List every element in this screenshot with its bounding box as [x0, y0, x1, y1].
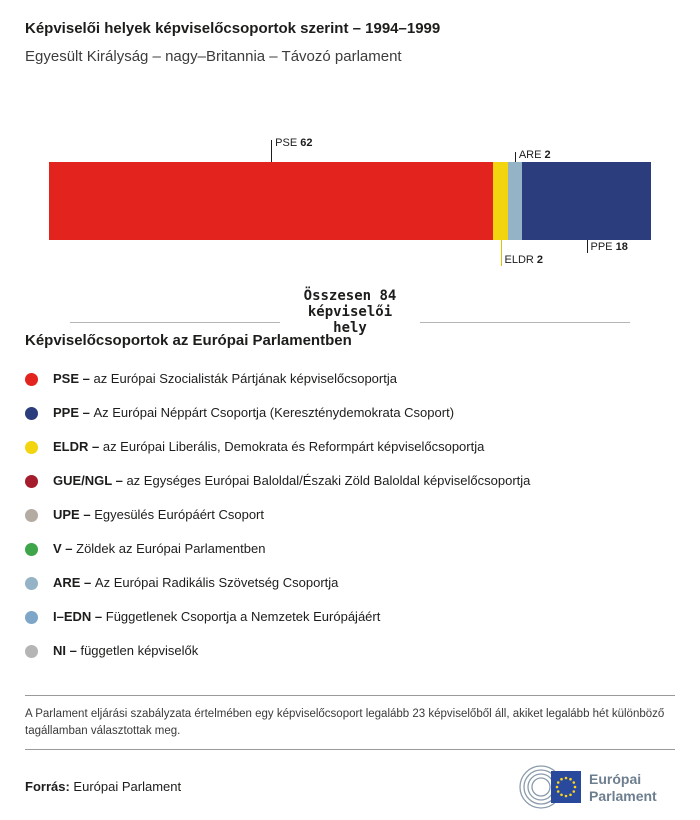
legend-label-ppe: PPE – Az Európai Néppárt Csoportja (Kere…: [53, 405, 455, 420]
legend-item-eldr: ELDR – az Európai Liberális, Demokrata é…: [25, 438, 675, 456]
total-divider-left: [70, 322, 280, 323]
legend-color-dot-ni: [25, 644, 38, 658]
legend-label-gue-ngl: GUE/NGL – az Egységes Európai Baloldal/É…: [53, 473, 531, 488]
bar-segment-are[interactable]: [507, 162, 522, 240]
source: Forrás: Európai Parlament: [25, 779, 181, 794]
bar-segment-eldr[interactable]: [493, 162, 508, 240]
logo-text-line2: Parlament: [589, 788, 657, 804]
legend-list: PSE – az Európai Szocialisták Pártjának …: [25, 370, 675, 660]
footnote-divider-bottom: [25, 748, 675, 750]
total-seats-row: Összesen 84 képviselői hely: [25, 288, 675, 336]
legend-color-dot-are: [25, 576, 38, 590]
callout-line-pse: [271, 140, 273, 162]
segment-label-eldr: ELDR 2: [504, 254, 544, 266]
legend-item-i-edn: I–EDN – Függetlenek Csoportja a Nemzetek…: [25, 608, 675, 626]
page-title: Képviselői helyek képviselőcsoportok sze…: [25, 20, 441, 37]
seat-distribution-chart: PSE 62 ELDR 2 ARE 2 PPE 18: [25, 134, 675, 274]
legend-color-dot-v: [25, 542, 38, 556]
legend-label-v: V – Zöldek az Európai Parlamentben: [53, 541, 266, 556]
total-divider-right: [420, 322, 630, 323]
segment-label-ppe: PPE 18: [590, 241, 628, 253]
legend-item-ni: NI – független képviselők: [25, 642, 675, 660]
segment-label-are: ARE 2: [518, 149, 551, 161]
legend-item-v: V – Zöldek az Európai Parlamentben: [25, 540, 675, 558]
legend-label-eldr: ELDR – az Európai Liberális, Demokrata é…: [53, 439, 485, 454]
legend-color-dot-gue-ngl: [25, 474, 38, 488]
legend-item-are: ARE – Az Európai Radikális Szövetség Cso…: [25, 574, 675, 592]
legend-color-dot-i-edn: [25, 610, 38, 624]
stacked-bar: [49, 162, 651, 240]
page-subtitle: Egyesült Királyság – nagy–Britannia – Tá…: [25, 48, 402, 65]
legend-label-upe: UPE – Egyesülés Európáért Csoport: [53, 507, 264, 522]
legend-item-upe: UPE – Egyesülés Európáért Csoport: [25, 506, 675, 524]
eu-stars-icon: [555, 776, 577, 797]
callout-line-are: [514, 152, 516, 162]
ep-logo-graphic: Európai Parlament: [519, 764, 657, 809]
total-line-2: képviselői: [307, 304, 393, 320]
legend-color-dot-pse: [25, 372, 38, 386]
total-line-1: Összesen 84: [303, 288, 397, 304]
bar-segment-ppe[interactable]: [521, 162, 651, 240]
total-line-3: hely: [333, 320, 367, 336]
legend-item-ppe: PPE – Az Európai Néppárt Csoportja (Kere…: [25, 404, 675, 422]
callout-line-ppe: [586, 240, 588, 253]
legend-label-are: ARE – Az Európai Radikális Szövetség Cso…: [53, 575, 339, 590]
legend-label-pse: PSE – az Európai Szocialisták Pártjának …: [53, 371, 397, 386]
source-value: Európai Parlament: [73, 779, 182, 794]
segment-label-pse: PSE 62: [275, 137, 313, 149]
legend-item-pse: PSE – az Európai Szocialisták Pártjának …: [25, 370, 675, 388]
legend-label-i-edn: I–EDN – Függetlenek Csoportja a Nemzetek…: [53, 609, 381, 624]
footnote: A Parlament eljárási szabályzata értelmé…: [25, 708, 665, 738]
ep-logo: Európai Parlament: [505, 764, 675, 810]
legend-color-dot-ppe: [25, 406, 38, 420]
legend-color-dot-eldr: [25, 440, 38, 454]
legend-heading: Képviselőcsoportok az Európai Parlamentb…: [25, 332, 352, 349]
legend-item-gue-ngl: GUE/NGL – az Egységes Európai Baloldal/É…: [25, 472, 675, 490]
source-label: Forrás:: [25, 779, 70, 794]
callout-line-eldr: [500, 240, 502, 266]
legend-color-dot-upe: [25, 508, 38, 522]
logo-text-line1: Európai: [589, 771, 641, 787]
footnote-divider-top: [25, 695, 675, 696]
bar-segment-pse[interactable]: [49, 162, 494, 240]
footer: Forrás: Európai Parlament: [25, 764, 675, 810]
total-seats-label: Összesen 84 képviselői hely: [25, 288, 675, 336]
legend-label-ni: NI – független képviselők: [53, 643, 199, 658]
eu-flag-icon: [551, 770, 581, 803]
